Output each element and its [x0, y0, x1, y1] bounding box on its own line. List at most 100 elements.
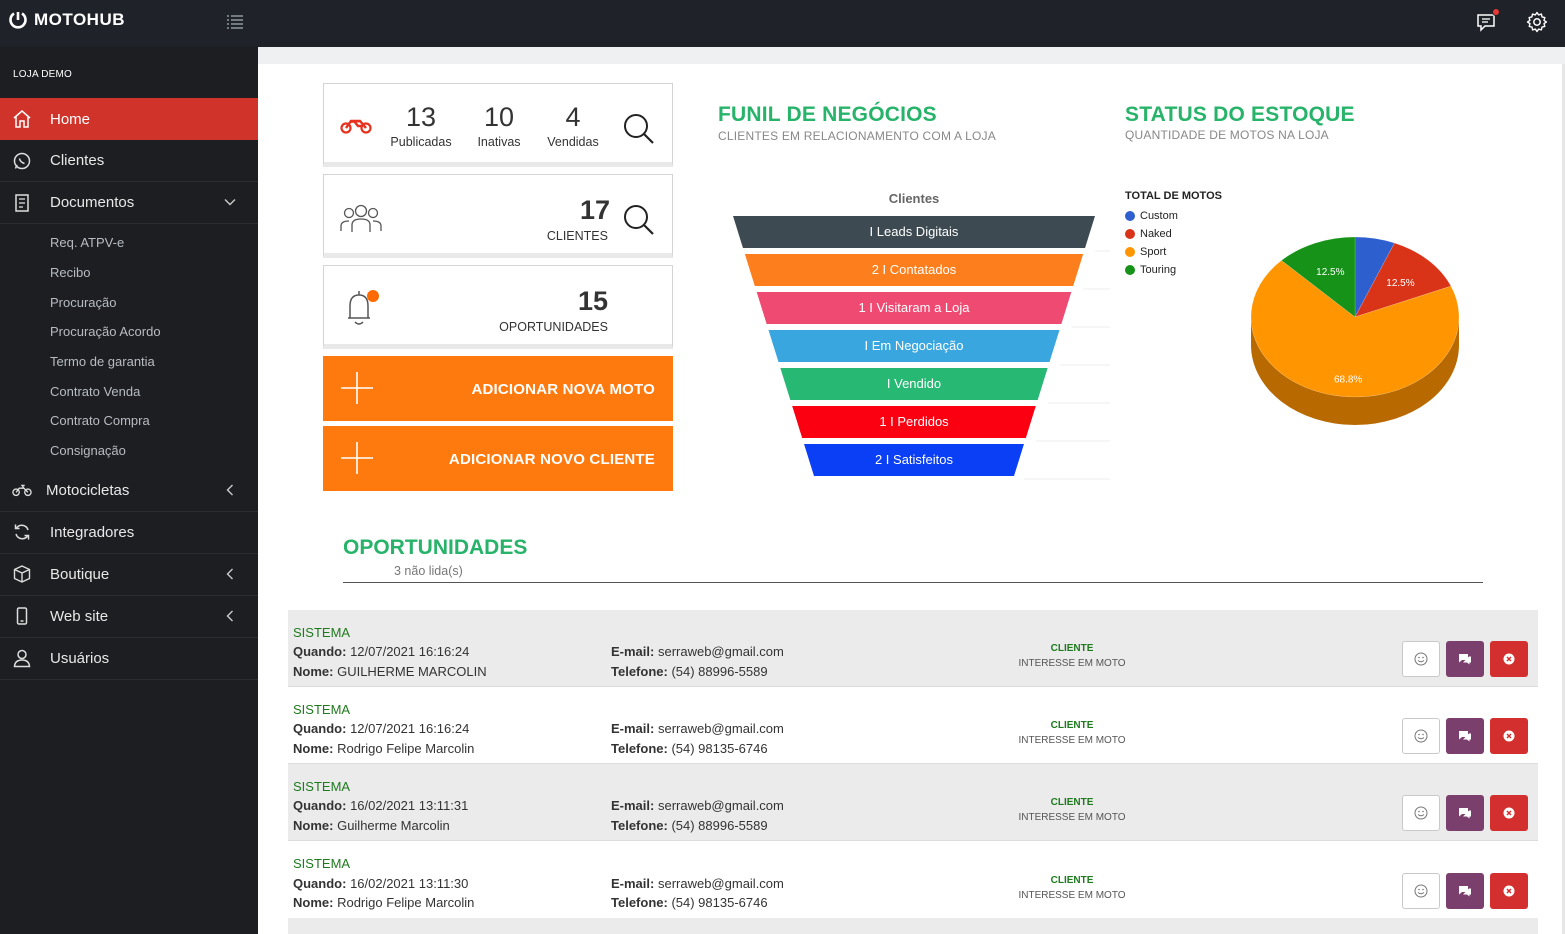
user-icon — [12, 648, 32, 668]
sidebar-item-label: Integradores — [50, 523, 135, 541]
submenu-item-contrato-venda[interactable]: Contrato Venda — [50, 383, 141, 399]
funnel-label-3: 1 I Visitaram a Loja — [858, 300, 970, 315]
funnel-segment-4 — [768, 330, 1060, 362]
opportunity-when: Quando: 16/02/2021 13:11:31 — [293, 798, 469, 813]
smile-icon — [1414, 884, 1428, 898]
funnel-label-1: I Leads Digitais — [870, 224, 959, 239]
chat-button[interactable] — [1446, 641, 1484, 677]
sidebar-item-motocicletas[interactable]: Motocicletas — [0, 470, 258, 512]
clientes-stat-card: 17 CLIENTES — [323, 174, 673, 258]
menu-list-icon[interactable] — [226, 13, 244, 31]
opportunity-name: Nome: GUILHERME MARCOLIN — [293, 664, 487, 679]
funnel-segment-5 — [780, 368, 1048, 400]
delete-button[interactable] — [1490, 641, 1528, 677]
gear-icon — [1526, 11, 1548, 33]
chevron-left-icon — [226, 610, 233, 621]
estoque-subtitle: QUANTIDADE DE MOTOS NA LOJA — [1125, 128, 1329, 142]
sidebar-item-documentos[interactable]: Documentos — [0, 182, 258, 224]
vendidas-count: 4 — [565, 102, 581, 132]
opportunity-source: SISTEMA — [293, 779, 351, 794]
opportunity-phone: Telefone: (54) 98135-6746 — [611, 741, 768, 756]
submenu-item-procuracao-acordo[interactable]: Procuração Acordo — [50, 324, 161, 340]
sidebar-item-clientes[interactable]: Clientes — [0, 140, 258, 182]
sidebar-nav: Home Clientes Documentos Req. ATPV-e Rec… — [0, 98, 258, 680]
opportunity-source: SISTEMA — [293, 702, 351, 717]
plus-icon — [341, 442, 373, 474]
opportunity-when: Quando: 16/02/2021 13:11:30 — [293, 876, 469, 891]
submenu-item-atpv[interactable]: Req. ATPV-e — [50, 235, 125, 251]
sidebar-item-label: Clientes — [50, 152, 105, 169]
submenu-item-recibo[interactable]: Recibo — [50, 265, 91, 281]
scrollbar-track[interactable] — [1562, 64, 1565, 934]
pie-label-sport: 68.8% — [1334, 375, 1362, 386]
section-divider — [343, 582, 1483, 583]
chevron-down-icon — [224, 199, 236, 206]
notification-dot — [1492, 8, 1500, 16]
chat-button[interactable] — [1446, 718, 1484, 754]
mark-read-button[interactable] — [1402, 873, 1440, 909]
clientes-count: 17 — [579, 195, 610, 225]
delete-button[interactable] — [1490, 795, 1528, 831]
submenu-item-procuracao[interactable]: Procuração — [50, 294, 117, 310]
funnel-label-4: I Em Negociação — [865, 338, 964, 353]
sidebar-item-boutique[interactable]: Boutique — [0, 554, 258, 596]
comments-icon — [1459, 654, 1471, 665]
pie-slice-sport — [1250, 260, 1460, 398]
legend-title: TOTAL DE MOTOS — [1125, 190, 1222, 202]
mobile-icon — [12, 606, 32, 626]
legend-item-custom[interactable]: Custom — [1125, 210, 1178, 222]
opportunity-when: Quando: 12/07/2021 16:16:24 — [293, 721, 470, 736]
mark-read-button[interactable] — [1402, 641, 1440, 677]
notification-chat-icon[interactable] — [1475, 8, 1500, 34]
search-icon[interactable] — [622, 203, 656, 237]
oportunidades-stat-card: 15 OPORTUNIDADES — [323, 265, 673, 349]
legend-dot — [1125, 211, 1135, 221]
legend-item-naked[interactable]: Naked — [1125, 228, 1172, 240]
opportunity-name: Nome: Rodrigo Felipe Marcolin — [293, 895, 475, 910]
opportunity-interest: INTERESSE EM MOTO — [1018, 658, 1126, 669]
legend-item-touring[interactable]: Touring — [1125, 264, 1176, 276]
delete-button[interactable] — [1490, 873, 1528, 909]
legend-label: Touring — [1140, 264, 1177, 276]
sidebar-item-usuarios[interactable]: Usuários — [0, 638, 258, 680]
funil-subtitle: CLIENTES EM RELACIONAMENTO COM A LOJA — [718, 129, 996, 143]
mark-read-button[interactable] — [1402, 795, 1440, 831]
add-moto-button[interactable]: ADICIONAR NOVA MOTO — [323, 356, 673, 421]
legend-label: Naked — [1140, 228, 1172, 240]
mark-read-button[interactable] — [1402, 718, 1440, 754]
add-cliente-button[interactable]: ADICIONAR NOVO CLIENTE — [323, 426, 673, 491]
sidebar-item-website[interactable]: Web site — [0, 596, 258, 638]
sidebar-item-label: Motocicletas — [46, 481, 130, 499]
alert-dot — [367, 290, 379, 302]
documentos-submenu: Req. ATPV-e Recibo Procuração Procuração… — [0, 224, 258, 470]
oportunidades-title: OPORTUNIDADES — [343, 536, 528, 559]
funnel-segment-2 — [744, 254, 1084, 286]
chat-button[interactable] — [1446, 873, 1484, 909]
plus-icon — [341, 372, 373, 404]
sidebar-item-label: Boutique — [50, 565, 110, 583]
whatsapp-icon — [12, 151, 32, 171]
row-actions — [1402, 641, 1528, 677]
legend-dot — [1125, 265, 1135, 275]
submenu-item-termo-garantia[interactable]: Termo de garantia — [50, 354, 155, 370]
sidebar-item-integradores[interactable]: Integradores — [0, 512, 258, 554]
smile-icon — [1414, 652, 1428, 666]
pie-slice-custom — [1354, 236, 1395, 318]
sidebar-item-label: Home — [50, 110, 91, 128]
submenu-item-consignacao[interactable]: Consignação — [50, 443, 126, 459]
stock-pie-chart: TOTAL DE MOTOS Custom Naked Sport Touring 1… — [1125, 185, 1565, 445]
brand-logo[interactable]: MOTOHUB — [8, 10, 125, 30]
store-label: LOJA DEMO — [13, 69, 73, 80]
delete-button[interactable] — [1490, 718, 1528, 754]
funnel-segment-7 — [804, 444, 1024, 476]
search-icon[interactable] — [622, 112, 656, 146]
settings-gear-icon[interactable] — [1525, 10, 1549, 34]
sidebar-item-home[interactable]: Home — [0, 98, 258, 140]
next-row-partial — [288, 918, 1538, 934]
chat-button[interactable] — [1446, 795, 1484, 831]
document-icon — [12, 193, 32, 213]
opportunity-type: CLIENTE — [1050, 875, 1094, 886]
submenu-item-contrato-compra[interactable]: Contrato Compra — [50, 413, 150, 429]
opportunity-source: SISTEMA — [293, 625, 351, 640]
legend-item-sport[interactable]: Sport — [1125, 246, 1166, 258]
